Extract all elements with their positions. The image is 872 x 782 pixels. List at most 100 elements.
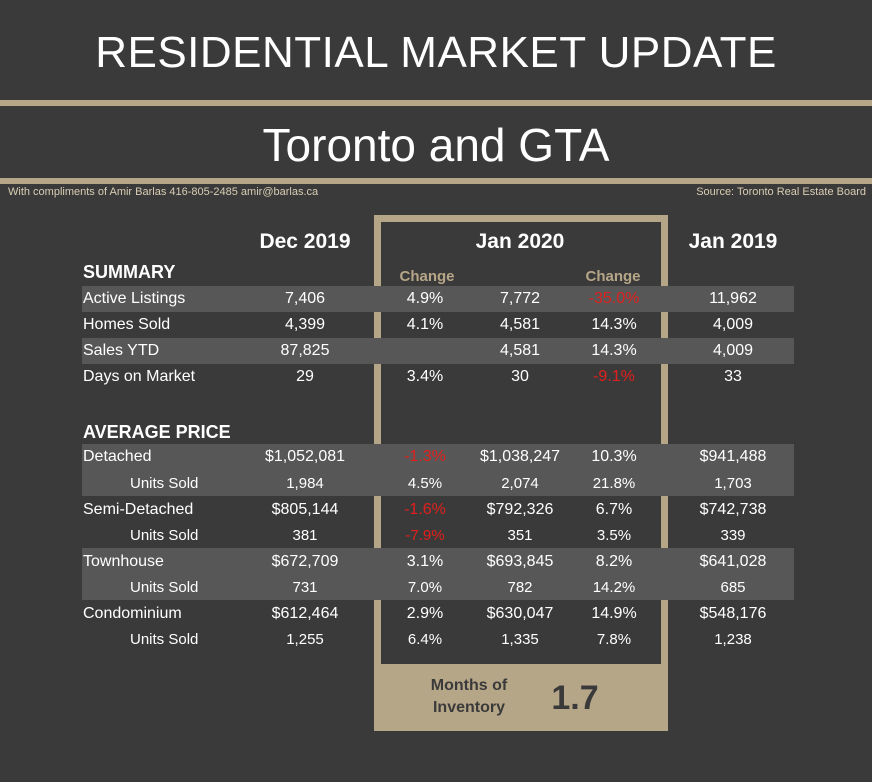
jan-2020-value: 30 — [511, 368, 529, 385]
jan-2020-value: 4,581 — [499, 316, 541, 333]
dec-2019-value: $612,464 — [271, 605, 339, 622]
price-row-detached: Detached $1,052,081 -1.3% $1,038,247 10.… — [0, 444, 872, 470]
price-row-semi-detached: Semi-Detached $805,144 -1.6% $792,326 6.… — [0, 497, 872, 523]
col-header-dec-2019: Dec 2019 — [259, 230, 351, 253]
jan-2020-value: 1,335 — [501, 631, 539, 648]
dec-2019-value: $1,052,081 — [264, 448, 346, 465]
change-header-dec-jan: Change — [399, 268, 455, 285]
row-label: Detached — [83, 448, 152, 465]
summary-row-homes-sold: Homes Sold 4,399 4.1% 4,581 14.3% 4,009 — [0, 312, 872, 338]
months-of-inventory-label: Months of Inventory — [414, 675, 524, 719]
dec-2019-value: 7,406 — [284, 290, 326, 307]
yoy-change-value: -9.1% — [593, 368, 635, 385]
yoy-change-value: 14.3% — [591, 342, 637, 359]
row-label: Units Sold — [130, 631, 199, 648]
change-value — [385, 338, 465, 364]
jan-2019-value: 33 — [724, 368, 742, 385]
summary-heading: SUMMARY — [83, 262, 176, 282]
report-subtitle: Toronto and GTA — [262, 119, 610, 171]
jan-2019-value: 4,009 — [712, 316, 754, 333]
dec-2019-value: 29 — [296, 368, 314, 385]
row-label: Semi-Detached — [83, 501, 194, 518]
row-band — [82, 338, 794, 364]
dec-2019-value: $805,144 — [271, 501, 339, 518]
col-header-jan-2019: Jan 2019 — [688, 230, 778, 253]
change-header-yoy: Change — [585, 268, 641, 285]
jan-2019-value: $548,176 — [699, 605, 767, 622]
jan-2020-value: $792,326 — [486, 501, 554, 518]
jan-2019-value: $941,488 — [699, 448, 767, 465]
yoy-change-value: -35.0% — [588, 290, 640, 307]
jan-2020-value: $693,845 — [486, 553, 554, 570]
credit-text: With compliments of Amir Barlas 416-805-… — [8, 186, 319, 198]
jan-2019-value: 339 — [720, 527, 746, 544]
yoy-change-value: 14.3% — [591, 316, 637, 333]
units-row-semi-detached: Units Sold 381 -7.9% 351 3.5% 339 — [0, 523, 872, 549]
months-of-inventory-label-line1: Months of — [430, 677, 508, 694]
row-band — [82, 286, 794, 312]
report-title: RESIDENTIAL MARKET UPDATE — [95, 28, 777, 77]
change-value: -1.6% — [404, 501, 446, 518]
subtitle-divider — [0, 178, 872, 184]
row-label: Days on Market — [83, 368, 196, 385]
row-label: Townhouse — [83, 553, 164, 570]
col-header-jan-2020: Jan 2020 — [475, 230, 565, 253]
jan-2019-value: 685 — [720, 579, 746, 596]
price-row-townhouse: Townhouse $672,709 3.1% $693,845 8.2% $6… — [0, 549, 872, 575]
dec-2019-value: 731 — [292, 579, 318, 596]
average-price-heading: AVERAGE PRICE — [83, 422, 231, 442]
jan-2019-value: $742,738 — [699, 501, 767, 518]
jan-2020-value: 782 — [507, 579, 533, 596]
source-text: Source: Toronto Real Estate Board — [696, 186, 866, 198]
jan-2020-value: $1,038,247 — [479, 448, 561, 465]
row-band — [82, 548, 794, 600]
change-value: 2.9% — [406, 605, 444, 622]
jan-2020-value: 2,074 — [501, 475, 539, 492]
row-label: Homes Sold — [83, 316, 171, 333]
jan-2020-value: 7,772 — [499, 290, 541, 307]
change-value: 7.0% — [407, 579, 443, 596]
change-value: 3.1% — [406, 553, 444, 570]
change-value: -1.3% — [404, 448, 446, 465]
price-row-condominium: Condominium $612,464 2.9% $630,047 14.9%… — [0, 601, 872, 627]
jan-2019-value: 1,238 — [714, 631, 752, 648]
units-row-condominium: Units Sold 1,255 6.4% 1,335 7.8% 1,238 — [0, 627, 872, 653]
row-label: Condominium — [83, 605, 182, 622]
title-divider — [0, 100, 872, 106]
months-of-inventory-label-line2: Inventory — [432, 699, 505, 716]
units-row-townhouse: Units Sold 731 7.0% 782 14.2% 685 — [0, 575, 872, 601]
row-band — [82, 444, 794, 496]
jan-2020-value: $630,047 — [486, 605, 554, 622]
jan-2019-value: 4,009 — [712, 342, 754, 359]
change-value: 6.4% — [407, 631, 443, 648]
summary-row-sales-ytd: Sales YTD 87,825 4,581 14.3% 4,009 — [0, 338, 872, 364]
dec-2019-value: 1,255 — [286, 631, 324, 648]
row-label: Units Sold — [130, 579, 199, 596]
dec-2019-value: 4,399 — [284, 316, 326, 333]
yoy-change-value: 6.7% — [595, 501, 633, 518]
dec-2019-value: 381 — [292, 527, 318, 544]
jan-2019-value: 1,703 — [714, 475, 752, 492]
jan-2020-value: 351 — [507, 527, 533, 544]
jan-2020-highlight-frame — [374, 215, 668, 666]
row-label: Units Sold — [130, 527, 199, 544]
dec-2019-value: $672,709 — [271, 553, 339, 570]
units-row-detached: Units Sold 1,984 4.5% 2,074 21.8% 1,703 — [0, 471, 872, 497]
change-value: -7.9% — [405, 527, 445, 544]
dec-2019-value: 87,825 — [280, 342, 330, 359]
yoy-change-value: 8.2% — [595, 553, 633, 570]
change-value: 4.9% — [406, 290, 444, 307]
yoy-change-value: 3.5% — [596, 527, 632, 544]
yoy-change-value: 10.3% — [591, 448, 637, 465]
yoy-change-value: 14.2% — [592, 579, 636, 596]
row-label: Active Listings — [83, 290, 186, 307]
dec-2019-value: 1,984 — [286, 475, 324, 492]
jan-2019-value: $641,028 — [699, 553, 767, 570]
yoy-change-value: 7.8% — [596, 631, 632, 648]
summary-row-days-on-market: Days on Market 29 3.4% 30 -9.1% 33 — [0, 364, 872, 390]
yoy-change-value: 14.9% — [591, 605, 637, 622]
change-value: 4.5% — [407, 475, 443, 492]
jan-2019-value: 11,962 — [709, 290, 757, 307]
months-of-inventory-value: 1.7 — [551, 679, 599, 717]
change-value: 4.1% — [406, 316, 444, 333]
